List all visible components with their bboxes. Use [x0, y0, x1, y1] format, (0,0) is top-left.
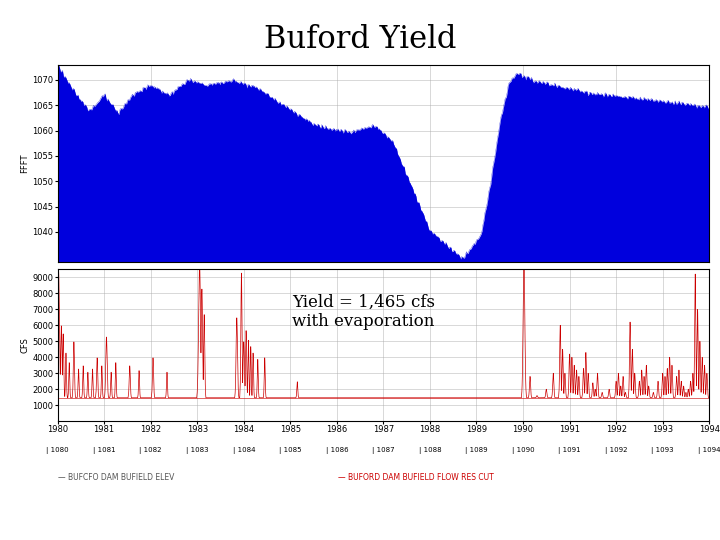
Text: — BUFORD DAM BUFIELD FLOW RES CUT: — BUFORD DAM BUFIELD FLOW RES CUT	[338, 472, 494, 482]
Text: | 1090: | 1090	[512, 447, 534, 454]
Text: | 1085: | 1085	[279, 447, 302, 454]
Text: | 1080: | 1080	[46, 447, 69, 454]
Text: | 1084: | 1084	[233, 447, 255, 454]
Y-axis label: FFFT: FFFT	[21, 154, 30, 173]
Text: | 1083: | 1083	[186, 447, 209, 454]
Text: | 1081: | 1081	[93, 447, 115, 454]
Text: | 1092: | 1092	[605, 447, 627, 454]
Text: | 1091: | 1091	[558, 447, 581, 454]
Text: | 1082: | 1082	[140, 447, 162, 454]
Text: | 1086: | 1086	[325, 447, 348, 454]
Text: | 1094: | 1094	[698, 447, 720, 454]
Text: Buford TOC
1070 - 1071: Buford TOC 1070 - 1071	[136, 195, 210, 219]
Text: | 1088: | 1088	[418, 447, 441, 454]
Text: | 1089: | 1089	[465, 447, 487, 454]
Text: Yield = 1,465 cfs
with evaporation: Yield = 1,465 cfs with evaporation	[292, 294, 435, 330]
Text: Buford Yield: Buford Yield	[264, 24, 456, 55]
Text: — BUFCFO DAM BUFIELD ELEV: — BUFCFO DAM BUFIELD ELEV	[58, 472, 174, 482]
Text: | 1093: | 1093	[652, 447, 674, 454]
Y-axis label: CFS: CFS	[21, 338, 30, 353]
Text: | 1087: | 1087	[372, 447, 395, 454]
